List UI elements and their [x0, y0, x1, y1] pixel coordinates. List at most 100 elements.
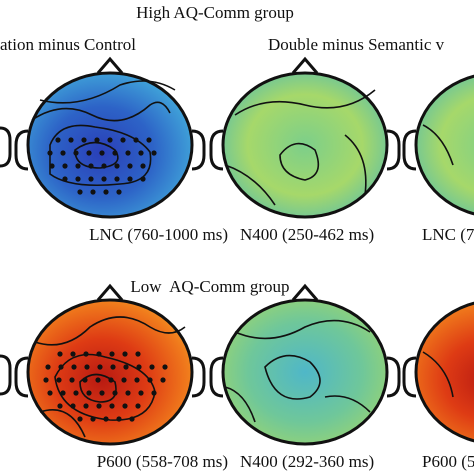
electrode-dot — [109, 351, 115, 357]
map-label: N400 (292-360 ms) — [240, 452, 374, 471]
electrode-dot — [73, 150, 79, 156]
electrode-dot — [108, 377, 114, 383]
map-label: P600 (5 — [422, 452, 474, 471]
map-label: LNC (7 — [422, 225, 474, 244]
electrode-dot — [88, 176, 94, 182]
electrode-dot — [140, 163, 146, 169]
electrode-dot — [94, 137, 100, 143]
electrode-dot — [68, 137, 74, 143]
electrode-dot — [99, 390, 105, 396]
electrode-dot — [127, 163, 133, 169]
electrode-dot — [84, 364, 90, 370]
topo-map — [402, 284, 474, 443]
electrode-dot — [70, 403, 76, 409]
electrode-dot — [160, 377, 166, 383]
electrode-dot — [60, 150, 66, 156]
electrode-dot — [135, 351, 141, 357]
electrode-dot — [110, 364, 116, 370]
electrode-dot — [101, 163, 107, 169]
topo-map — [209, 284, 401, 446]
electrode-dot — [107, 137, 113, 143]
electrode-dot — [57, 351, 63, 357]
electrode-dot — [151, 150, 157, 156]
electrode-dot — [138, 150, 144, 156]
electrode-dot — [136, 364, 142, 370]
electrode-dot — [70, 351, 76, 357]
electrode-dot — [95, 377, 101, 383]
electrode-dot — [151, 390, 157, 396]
topo-map — [14, 57, 206, 219]
electrode-dot — [99, 150, 105, 156]
contrast-label: ation minus Control — [0, 35, 136, 54]
electrode-dot — [127, 176, 133, 182]
topo-map — [209, 57, 401, 219]
electrode-dot — [103, 416, 109, 422]
electrode-dot — [75, 163, 81, 169]
electrode-dot — [88, 163, 94, 169]
topo-map — [402, 57, 474, 216]
electrode-dot — [47, 390, 53, 396]
electrode-dot — [77, 416, 83, 422]
electrode-dot — [57, 403, 63, 409]
electrode-dot — [62, 176, 68, 182]
electrode-dot — [135, 403, 141, 409]
electrode-dot — [58, 364, 64, 370]
electrode-dot — [97, 364, 103, 370]
electrode-dot — [120, 137, 126, 143]
electrode-dot — [121, 377, 127, 383]
electrode-dot — [90, 189, 96, 195]
electrode-dot — [122, 351, 128, 357]
row-title: High AQ-Comm group — [136, 3, 294, 22]
electrode-dot — [138, 390, 144, 396]
electrode-dot — [146, 137, 152, 143]
electrode-dot — [114, 163, 120, 169]
electrode-dot — [123, 364, 129, 370]
electrode-dot — [149, 364, 155, 370]
electrode-dot — [133, 137, 139, 143]
electrode-dot — [77, 189, 83, 195]
electrode-dot — [82, 377, 88, 383]
electrode-dot — [96, 403, 102, 409]
electrode-dot — [103, 189, 109, 195]
map-label: LNC (760-1000 ms) — [89, 225, 228, 244]
electrode-dot — [83, 403, 89, 409]
electrode-dot — [109, 403, 115, 409]
electrode-dot — [75, 176, 81, 182]
electrode-dot — [47, 150, 53, 156]
head-ear — [0, 126, 12, 168]
electrode-dot — [114, 176, 120, 182]
electrode-dot — [116, 416, 122, 422]
electrode-dot — [147, 377, 153, 383]
electrode-dot — [90, 416, 96, 422]
topo-map — [14, 284, 206, 446]
electrode-dot — [122, 403, 128, 409]
electrode-dot — [81, 137, 87, 143]
electrode-dot — [43, 377, 49, 383]
map-label: P600 (558-708 ms) — [97, 452, 228, 471]
electrode-dot — [112, 390, 118, 396]
electrode-dot — [140, 176, 146, 182]
electrode-dot — [125, 390, 131, 396]
electrode-dot — [125, 150, 131, 156]
electrode-dot — [62, 163, 68, 169]
electrode-dot — [86, 150, 92, 156]
electrode-dot — [49, 163, 55, 169]
head-ear — [0, 354, 12, 396]
electrode-dot — [55, 137, 61, 143]
electrode-dot — [162, 364, 168, 370]
electrode-dot — [71, 364, 77, 370]
row-title: Low AQ-Comm group — [130, 277, 289, 296]
electrode-dot — [56, 377, 62, 383]
electrode-dot — [83, 351, 89, 357]
electrode-dot — [60, 390, 66, 396]
electrode-dot — [73, 390, 79, 396]
electrode-dot — [45, 364, 51, 370]
electrode-dot — [86, 390, 92, 396]
electrode-dot — [96, 351, 102, 357]
electrode-dot — [116, 189, 122, 195]
electrode-dot — [134, 377, 140, 383]
map-label: N400 (250-462 ms) — [240, 225, 374, 244]
electrode-dot — [129, 416, 135, 422]
electrode-dot — [101, 176, 107, 182]
